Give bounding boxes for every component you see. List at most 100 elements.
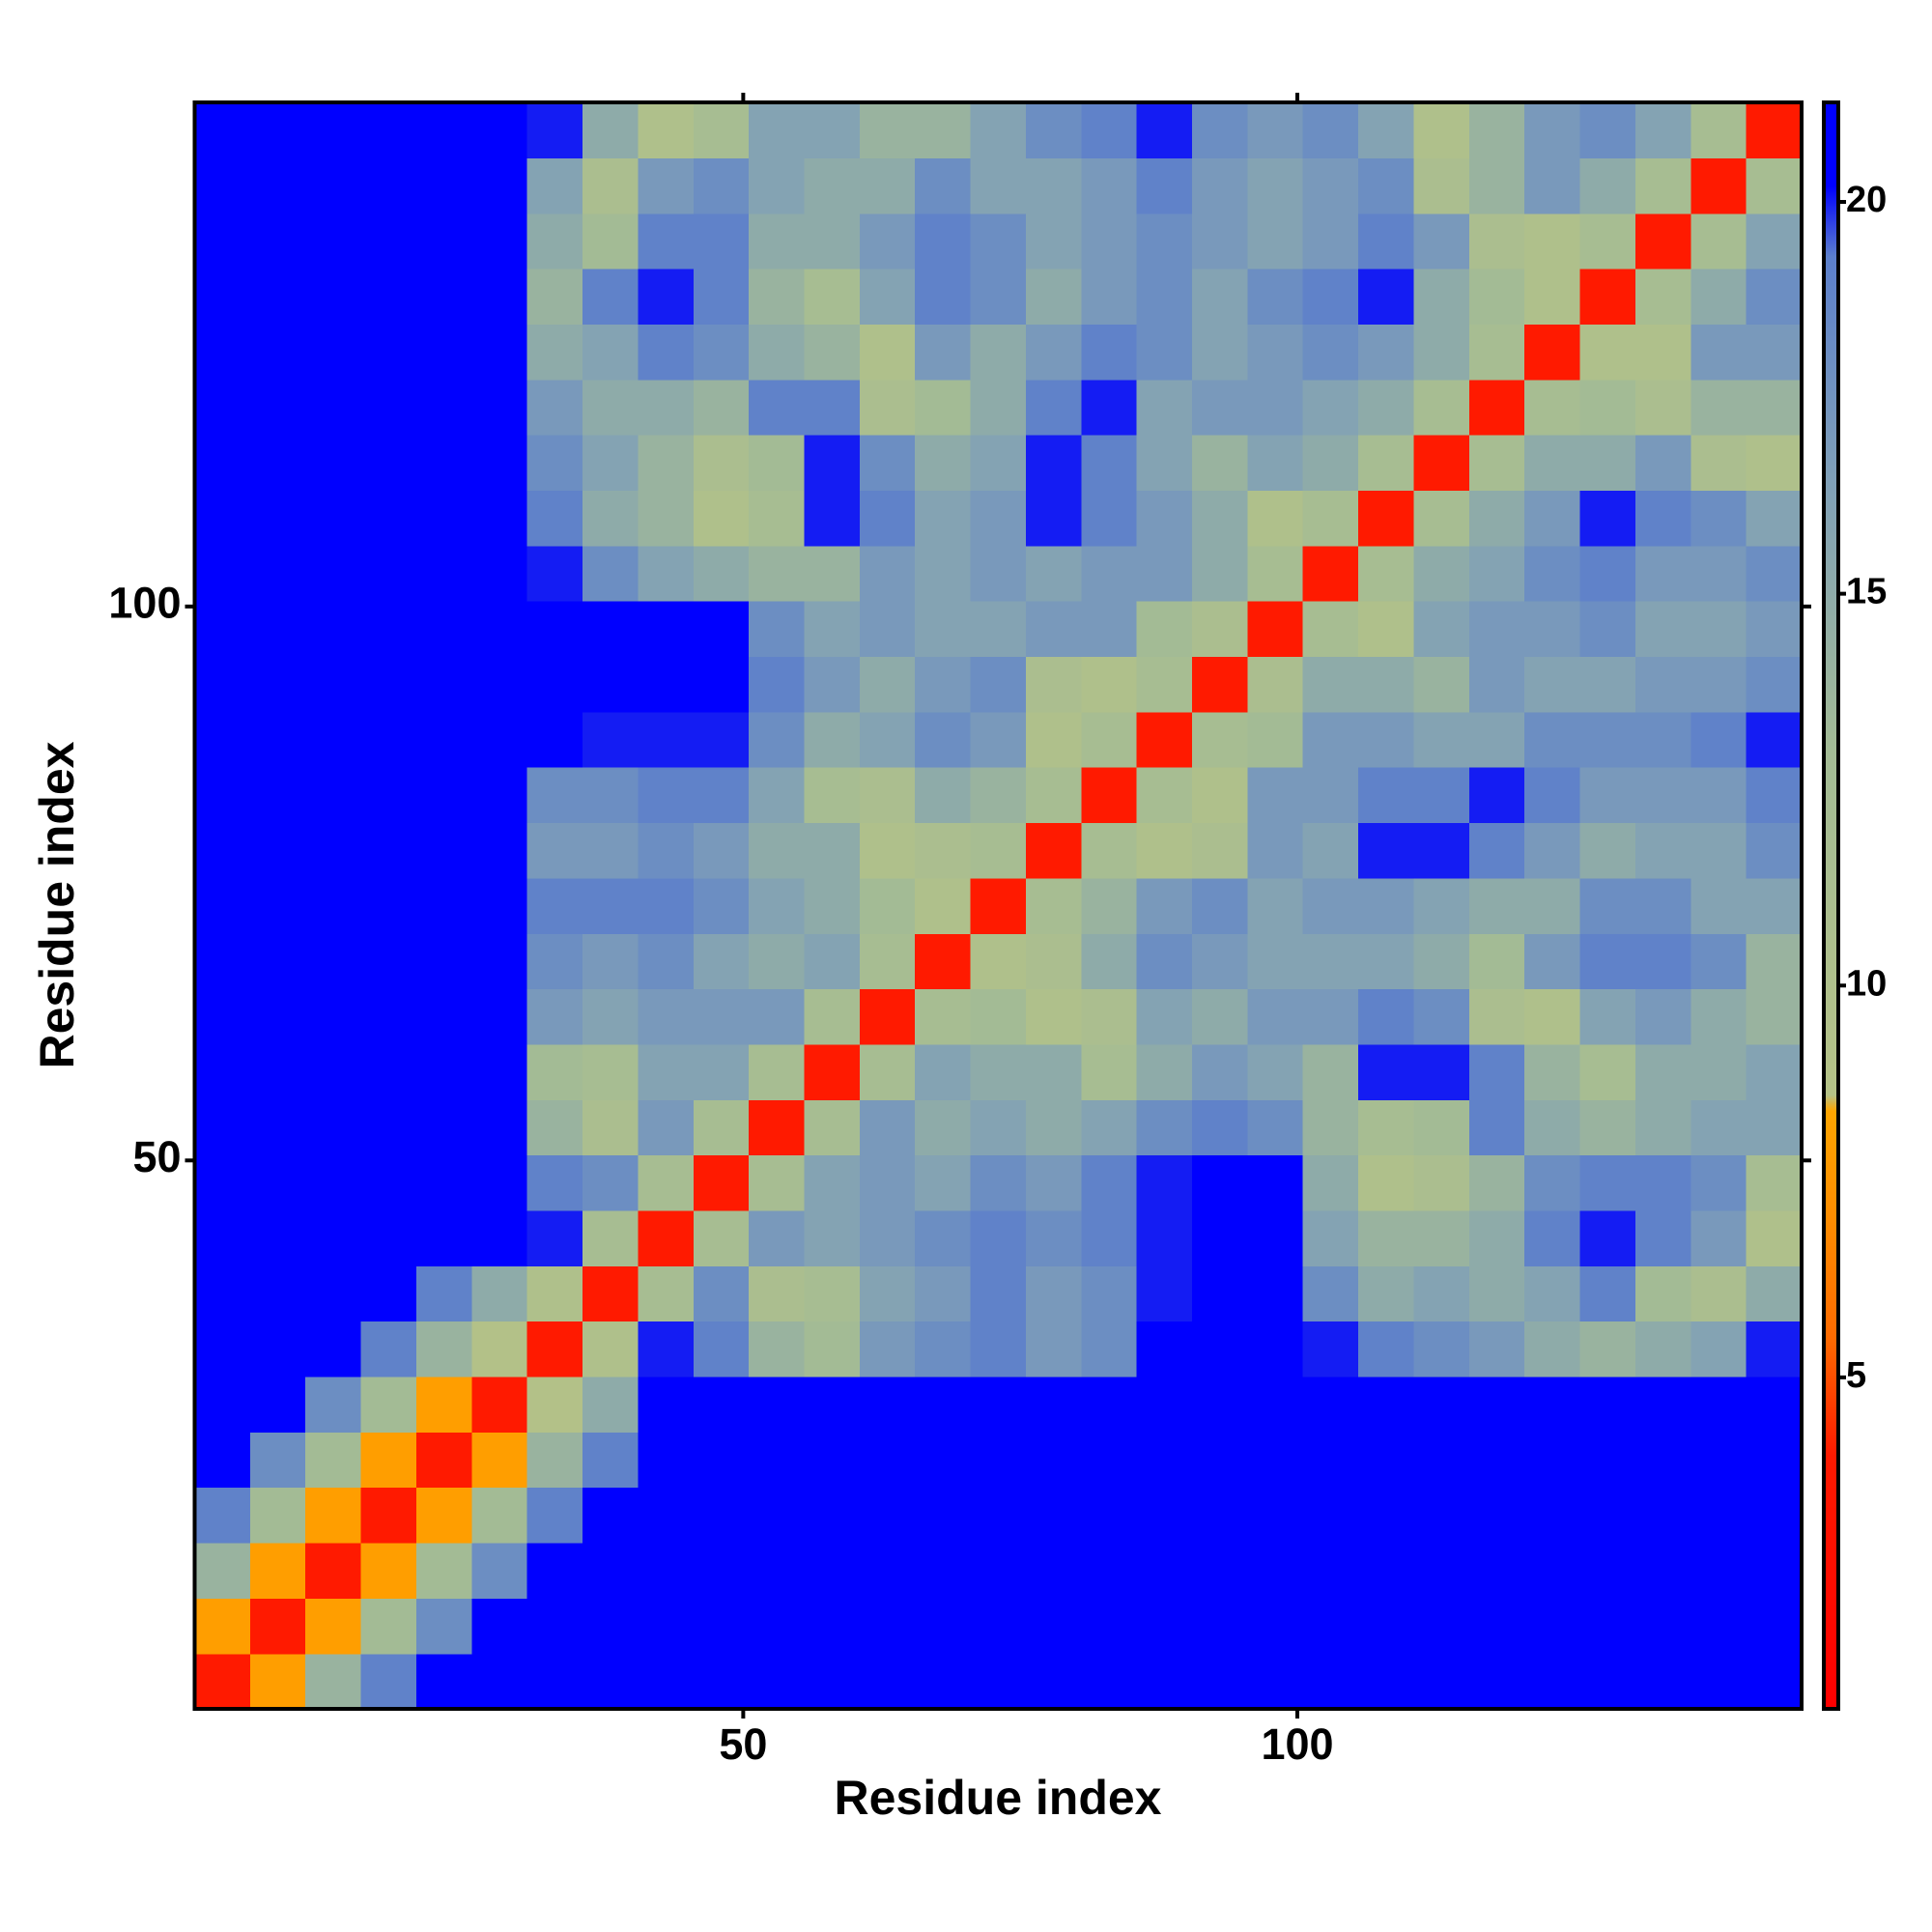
- cell: [1579, 656, 1636, 713]
- cell: [1690, 711, 1747, 768]
- cell: [1746, 213, 1803, 270]
- cell: [970, 1432, 1027, 1489]
- cell: [582, 656, 639, 713]
- cell: [915, 1154, 972, 1211]
- cell: [859, 1321, 916, 1378]
- cell: [1524, 1321, 1581, 1378]
- cell: [1579, 269, 1636, 325]
- colorbar: [1822, 100, 1840, 1711]
- cell: [1746, 1154, 1803, 1211]
- cell: [1247, 601, 1304, 658]
- cell: [1247, 1653, 1304, 1710]
- cell: [1192, 1265, 1248, 1322]
- cell: [749, 822, 806, 879]
- cell: [1081, 1099, 1138, 1156]
- cell: [305, 822, 362, 879]
- cell: [1524, 1376, 1581, 1433]
- cell: [194, 490, 251, 547]
- cell: [1468, 1154, 1525, 1211]
- cell: [1634, 213, 1691, 270]
- cell: [804, 1653, 861, 1710]
- cell: [693, 213, 750, 270]
- cell: [1746, 711, 1803, 768]
- cell: [1634, 157, 1691, 214]
- cell: [1746, 269, 1803, 325]
- cell: [360, 767, 417, 824]
- cell: [305, 545, 362, 602]
- cell: [638, 1265, 695, 1322]
- cell: [471, 1487, 528, 1544]
- cell: [1081, 988, 1138, 1045]
- cell: [582, 545, 639, 602]
- cell: [1192, 601, 1248, 658]
- cell: [1025, 435, 1082, 492]
- cell: [249, 490, 306, 547]
- cell: [1081, 1043, 1138, 1100]
- cell: [638, 1099, 695, 1156]
- cell: [1302, 435, 1359, 492]
- cell: [1247, 933, 1304, 990]
- cell: [582, 213, 639, 270]
- cell: [1634, 601, 1691, 658]
- cell: [1025, 1209, 1082, 1266]
- cell: [1025, 711, 1082, 768]
- cell: [1136, 988, 1193, 1045]
- cell: [915, 1598, 972, 1655]
- cell: [582, 157, 639, 214]
- cell: [915, 711, 972, 768]
- cell: [915, 269, 972, 325]
- cell: [1081, 1376, 1138, 1433]
- cell: [1524, 269, 1581, 325]
- cell: [749, 269, 806, 325]
- cell: [415, 988, 472, 1045]
- cell: [1358, 1209, 1415, 1266]
- cell: [1746, 545, 1803, 602]
- cell: [915, 1542, 972, 1599]
- cell: [415, 545, 472, 602]
- cell: [1136, 601, 1193, 658]
- cell: [1579, 767, 1636, 824]
- cell: [1081, 157, 1138, 214]
- cell: [1746, 988, 1803, 1045]
- cell: [638, 1432, 695, 1489]
- cell: [1634, 102, 1691, 158]
- cell: [1247, 822, 1304, 879]
- cell: [1302, 988, 1359, 1045]
- cell: [582, 1432, 639, 1489]
- cell: [1524, 1043, 1581, 1100]
- cell: [1247, 379, 1304, 436]
- cell: [415, 213, 472, 270]
- cell: [1247, 1043, 1304, 1100]
- cell: [471, 269, 528, 325]
- cell: [1413, 1432, 1470, 1489]
- cell: [471, 1154, 528, 1211]
- cell: [582, 435, 639, 492]
- cell: [1579, 102, 1636, 158]
- cell: [915, 213, 972, 270]
- cell: [1524, 711, 1581, 768]
- cell: [749, 877, 806, 934]
- cell: [970, 1154, 1027, 1211]
- cell: [970, 933, 1027, 990]
- cell: [1136, 1154, 1193, 1211]
- cell: [1690, 490, 1747, 547]
- cell: [1081, 435, 1138, 492]
- cell: [804, 1376, 861, 1433]
- cell: [693, 269, 750, 325]
- cell: [249, 822, 306, 879]
- cell: [693, 933, 750, 990]
- cell: [1468, 1099, 1525, 1156]
- cell: [749, 324, 806, 381]
- cell: [360, 545, 417, 602]
- cell: [1302, 1653, 1359, 1710]
- cell: [1579, 1542, 1636, 1599]
- cell: [582, 1376, 639, 1433]
- cell: [582, 1321, 639, 1378]
- cell: [526, 157, 583, 214]
- cell: [693, 435, 750, 492]
- cell: [1302, 767, 1359, 824]
- cell: [1247, 877, 1304, 934]
- cell: [360, 1209, 417, 1266]
- cell: [1358, 711, 1415, 768]
- cell: [749, 1043, 806, 1100]
